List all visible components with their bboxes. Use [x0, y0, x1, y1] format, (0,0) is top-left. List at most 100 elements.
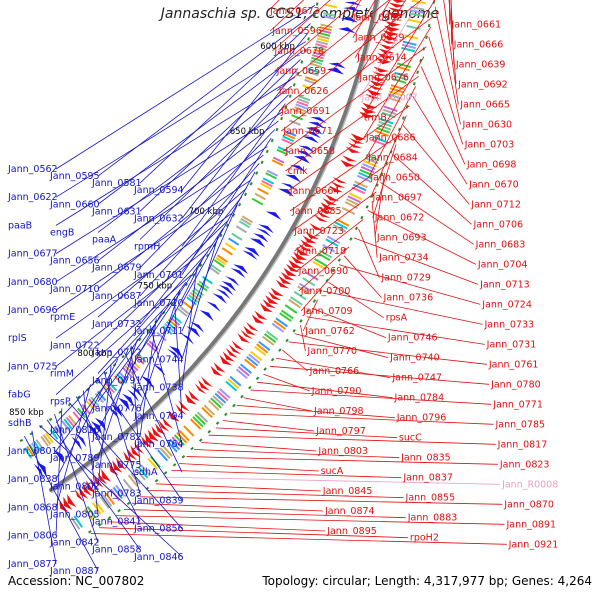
gene-label-left: Jann_0789 — [49, 453, 100, 464]
reverse-gene-arrow — [218, 284, 234, 296]
gene-label-right: Jann_0746 — [387, 333, 438, 344]
gene-label-right: Jann_0703 — [464, 139, 515, 150]
gene-label-left: Jann_0581 — [91, 178, 142, 189]
forward-gene-arrow — [388, 2, 405, 8]
cog-band — [235, 225, 248, 234]
reverse-gene-arrow — [285, 174, 302, 183]
gene-label-left: Jann_0772 — [91, 347, 142, 358]
forward-gene-arrow — [350, 133, 366, 141]
forward-gene-arrow — [365, 93, 381, 99]
leader-line — [276, 0, 390, 92]
gene-label-left: Jann_0775 — [91, 460, 142, 471]
cog-band — [315, 40, 329, 46]
leader-line — [343, 255, 382, 298]
cog-band — [371, 139, 386, 146]
forward-gene-arrow — [175, 403, 187, 415]
leader-line — [193, 449, 400, 459]
forward-gene-arrow — [318, 206, 333, 214]
forward-gene-arrow — [342, 155, 357, 162]
cog-band — [409, 9, 424, 14]
cog-band — [332, 224, 347, 233]
cog-band — [290, 296, 303, 306]
gene-label-right: Jann_0845 — [322, 486, 373, 497]
forward-gene-arrow — [86, 480, 96, 494]
reverse-gene-arrow — [249, 238, 266, 248]
cog-band — [372, 136, 387, 143]
cog-band — [404, 34, 419, 40]
cog-band — [102, 494, 113, 507]
cog-band — [173, 434, 185, 446]
leader-line — [367, 86, 417, 178]
gene-label-left: Jann_0656 — [49, 256, 100, 267]
leader-line — [107, 521, 326, 532]
cog-band — [389, 87, 404, 94]
gene-label-left: sdhA — [134, 467, 158, 478]
forward-gene-arrow — [372, 71, 388, 76]
forward-gene-arrow — [210, 365, 223, 377]
leader-line — [173, 296, 183, 416]
genome-backbone — [48, 0, 380, 494]
gene-label-left: engB — [50, 227, 74, 238]
cog-band — [323, 12, 336, 17]
cog-band — [134, 354, 145, 365]
cog-band — [189, 291, 201, 301]
cog-band — [45, 432, 54, 444]
cog-band — [377, 123, 392, 131]
cog-band — [335, 218, 350, 227]
cog-band — [262, 177, 275, 185]
forward-gene-arrow — [101, 468, 111, 482]
forward-gene-arrow — [262, 299, 276, 309]
gene-label-left: Jann_0632 — [133, 213, 184, 224]
gene-label-left: Jann_0776 — [91, 404, 142, 415]
cog-band — [124, 365, 135, 376]
cog-band — [265, 330, 279, 341]
gene-label-right: Jann_0698 — [466, 159, 517, 170]
gene-label-right: Jann_0673 — [269, 6, 320, 17]
gene-label-right: Jann_0803 — [317, 446, 368, 457]
gene-label-left: Jann_0783 — [91, 488, 142, 499]
leader-line — [289, 134, 400, 212]
cog-band — [325, 238, 339, 247]
cog-band — [392, 77, 407, 84]
cog-band — [190, 418, 202, 430]
leader-line — [420, 66, 466, 165]
forward-gene-arrow — [392, 0, 406, 3]
gene-label-right: Jann_0855 — [405, 493, 456, 504]
leader-line — [103, 371, 141, 494]
forward-gene-arrow — [385, 21, 401, 27]
gene-label-left: Jann_0738 — [133, 383, 184, 394]
leader-line — [171, 469, 402, 479]
cog-band — [193, 287, 205, 297]
gene-label-right: Jann_0770 — [306, 346, 357, 357]
cog-band — [99, 496, 110, 509]
cog-band — [326, 235, 341, 245]
leader-line — [280, 16, 434, 132]
forward-gene-arrow — [360, 107, 376, 114]
gene-label-right: Jann_0762 — [304, 326, 355, 337]
gene-label-right: Jann_0798 — [313, 406, 364, 417]
gene-label-left: Jann_0722 — [49, 340, 100, 351]
cog-band — [364, 156, 379, 165]
gene-label-left: Jann_0595 — [49, 171, 100, 182]
gene-label-left: Jann_0794 — [133, 411, 184, 422]
backbone-highlight — [50, 0, 381, 494]
cog-band — [315, 43, 328, 49]
reverse-gene-arrow — [90, 420, 103, 435]
cog-band — [241, 215, 254, 224]
cog-band — [317, 34, 330, 40]
cog-band — [130, 359, 141, 369]
cog-band — [192, 416, 204, 428]
reverse-gene-arrow — [342, 6, 361, 12]
gene-label-right: Jann_0658 — [284, 146, 335, 157]
reverse-gene-arrow — [230, 267, 246, 279]
cog-band — [311, 56, 324, 63]
gene-label-right: Jann_0723 — [293, 226, 344, 237]
cog-band — [194, 413, 206, 426]
leader-line — [300, 273, 335, 312]
cog-band — [257, 187, 269, 196]
gene-label-right: Jann_0686 — [365, 133, 416, 144]
leader-line — [181, 68, 299, 219]
leader-line — [55, 274, 192, 395]
cog-band — [261, 179, 273, 188]
forward-gene-arrow — [290, 255, 305, 265]
